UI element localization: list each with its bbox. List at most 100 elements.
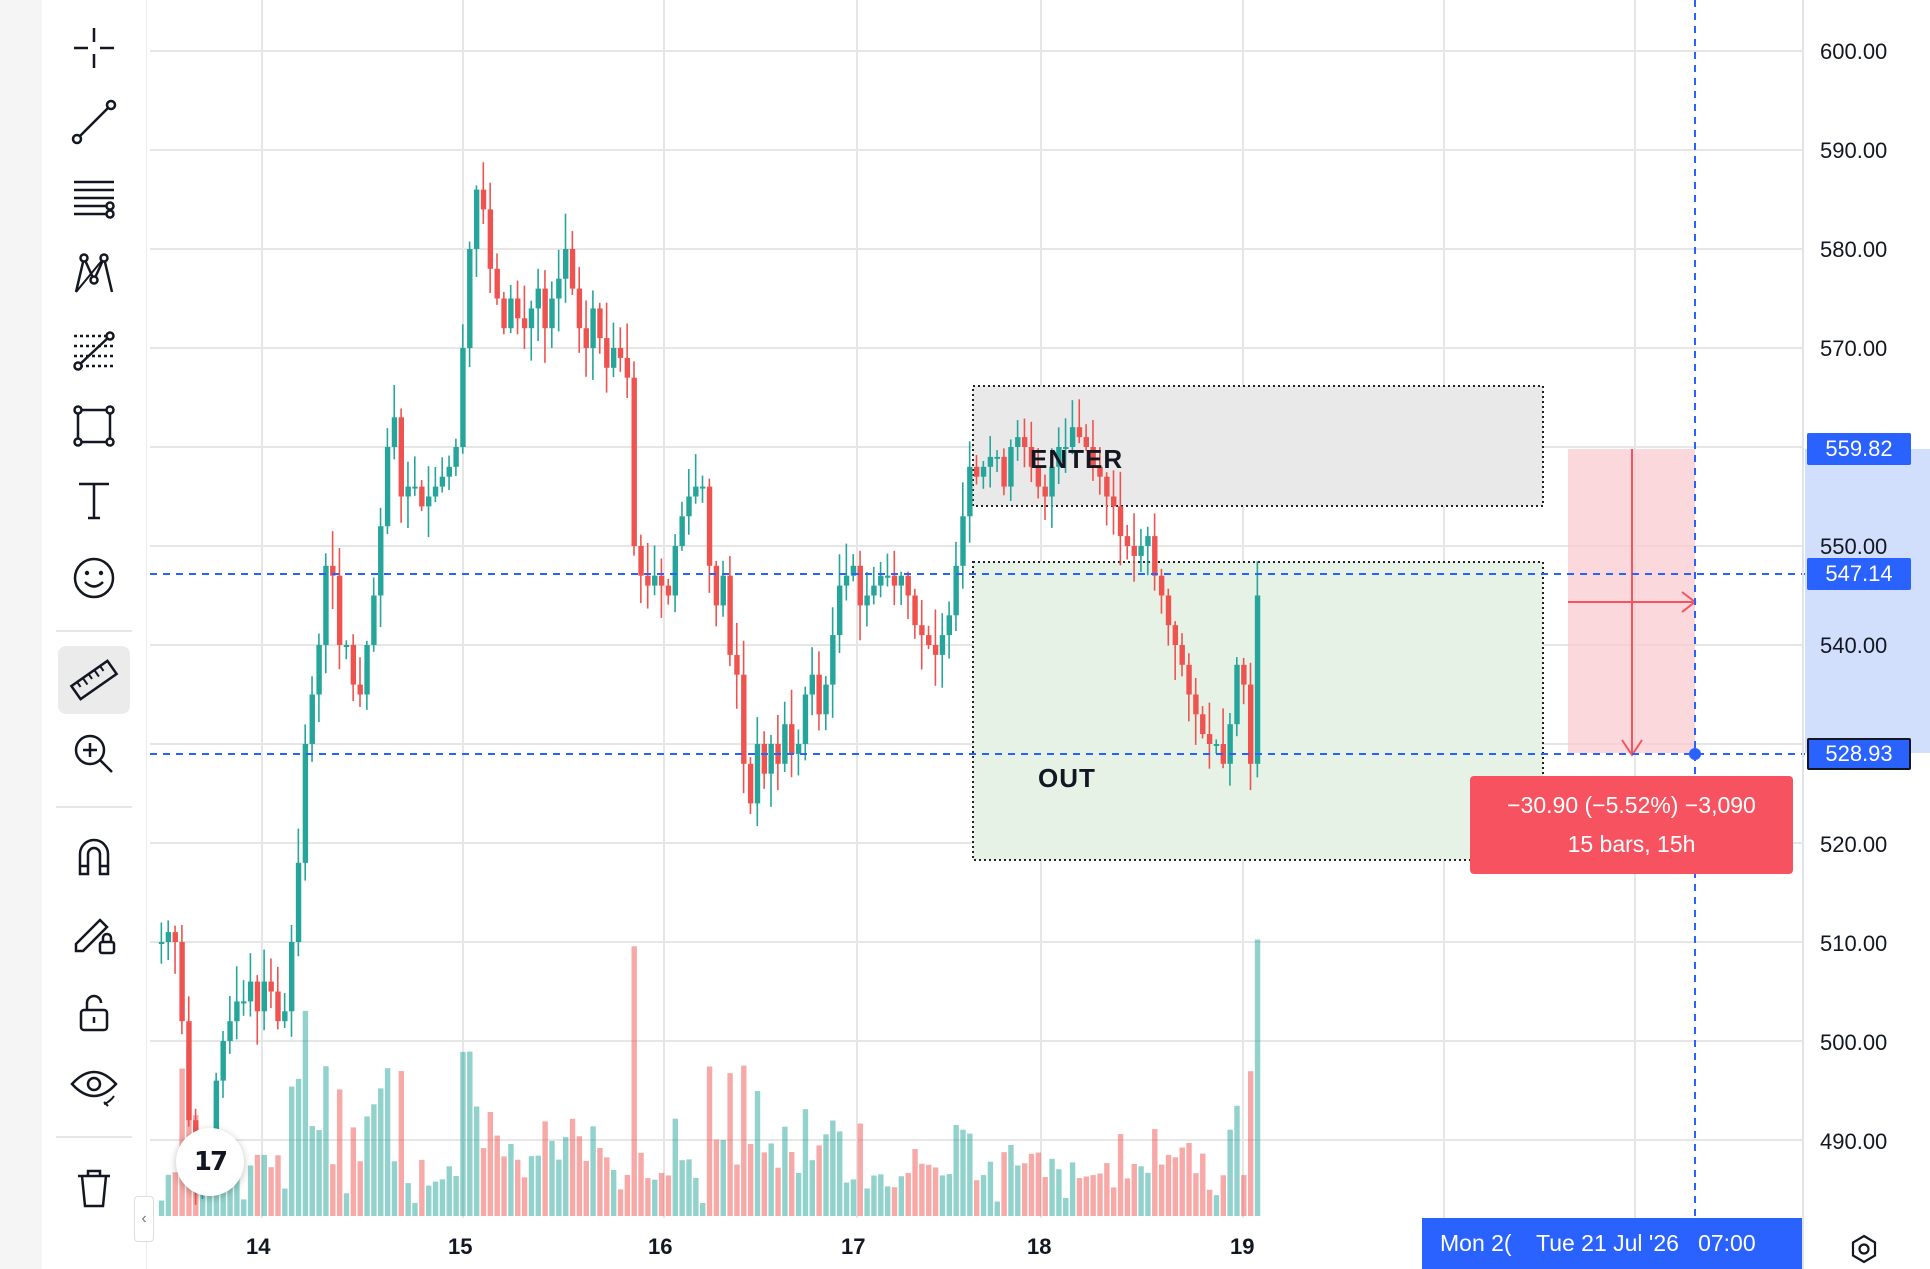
rectangle-tool[interactable] xyxy=(58,392,130,460)
volume-bar xyxy=(289,1086,295,1216)
candle-body xyxy=(713,565,720,606)
pencil-lock-tool[interactable] xyxy=(58,898,130,966)
volume-bar xyxy=(330,1164,336,1216)
candle-body xyxy=(843,575,850,586)
volume-bar xyxy=(350,1127,357,1216)
volume-bar xyxy=(1165,1154,1172,1216)
candle-body xyxy=(884,575,891,578)
crosshair-icon xyxy=(74,28,114,68)
candle-body xyxy=(165,932,172,942)
candle-body xyxy=(563,249,569,279)
volume-bar xyxy=(850,1179,857,1216)
volume-bar xyxy=(309,1126,315,1216)
candle-body xyxy=(953,565,959,616)
candle-body xyxy=(1124,536,1131,546)
candle-body xyxy=(706,486,713,566)
volume-bar xyxy=(357,1161,363,1216)
candle-body xyxy=(994,456,1000,459)
candle-body xyxy=(371,595,377,645)
volume-bar xyxy=(700,1203,706,1216)
collapse-toolbar-button[interactable]: ‹ xyxy=(134,1196,154,1242)
volume-bar xyxy=(186,1049,192,1216)
volume-bar xyxy=(843,1182,850,1216)
candle-body xyxy=(658,575,665,586)
text-tool[interactable] xyxy=(58,466,130,534)
candle-body xyxy=(501,298,507,329)
price-axis-highlight xyxy=(1805,449,1930,753)
settings-icon[interactable] xyxy=(1846,1232,1882,1268)
price-tick: 540.00 xyxy=(1820,633,1888,658)
volume-bar xyxy=(268,1167,274,1216)
candle-body xyxy=(645,575,651,586)
emoji-tool[interactable] xyxy=(58,544,130,612)
fib-retracement-tool[interactable] xyxy=(58,316,130,384)
ruler-tool[interactable] xyxy=(58,646,130,714)
candle-body xyxy=(734,654,740,675)
candle-body xyxy=(837,585,843,636)
candle-body xyxy=(1021,437,1028,447)
volume-bar xyxy=(1028,1153,1035,1216)
candle-body xyxy=(1193,694,1199,715)
magnet-tool[interactable] xyxy=(58,822,130,890)
candle-body xyxy=(926,635,932,645)
volume-bar xyxy=(1124,1178,1131,1216)
volume-bar xyxy=(610,1169,617,1216)
candle-body xyxy=(1097,466,1103,477)
eye-tool[interactable] xyxy=(58,1052,130,1120)
lock-tool[interactable] xyxy=(58,978,130,1046)
candle-body xyxy=(549,298,555,329)
candle-body xyxy=(515,298,521,319)
candle-body xyxy=(919,625,925,636)
volume-bar xyxy=(542,1121,548,1216)
volume-bar xyxy=(323,1066,329,1216)
volume-bar xyxy=(713,1139,720,1216)
volume-bar xyxy=(905,1173,911,1216)
candle-body xyxy=(1152,536,1158,576)
candle-body xyxy=(213,1080,220,1140)
toolbar-divider xyxy=(56,1136,132,1138)
candle-body xyxy=(980,466,987,477)
volume-bar xyxy=(391,1161,398,1216)
volume-bar xyxy=(604,1157,610,1216)
volume-bar xyxy=(789,1151,795,1216)
volume-bar xyxy=(254,1154,261,1216)
candle-body xyxy=(816,674,822,715)
volume-bar xyxy=(624,1174,631,1216)
volume-bar xyxy=(1015,1165,1021,1216)
volume-bar xyxy=(165,1174,172,1216)
volume-bar xyxy=(426,1185,432,1216)
candle-body xyxy=(1069,427,1076,447)
volume-bar xyxy=(432,1181,439,1216)
tradingview-logo[interactable]: 17 xyxy=(176,1128,244,1196)
volume-bar xyxy=(247,1165,254,1216)
volume-bar xyxy=(932,1167,939,1216)
candle-body xyxy=(1248,684,1254,764)
zoom-in-tool[interactable] xyxy=(58,720,130,788)
drawing-toolbar xyxy=(42,0,147,1269)
candle-body xyxy=(720,575,726,606)
volume-bar xyxy=(1179,1147,1185,1216)
candle-body xyxy=(1083,437,1089,447)
candle-body xyxy=(357,684,363,695)
candle-body xyxy=(679,516,685,546)
trend-line-tool[interactable] xyxy=(58,88,130,156)
volume-bar xyxy=(480,1148,487,1216)
candle-body xyxy=(1063,447,1069,449)
out-zone-label: OUT xyxy=(1038,763,1096,793)
candle-body xyxy=(761,744,768,774)
crosshair-tool[interactable] xyxy=(58,14,130,82)
candle-body xyxy=(364,645,370,695)
enter-zone xyxy=(972,385,1544,507)
pattern-tool[interactable] xyxy=(58,240,130,308)
volume-bar xyxy=(234,1169,240,1216)
volume-bar xyxy=(467,1051,473,1216)
volume-bar xyxy=(1241,1175,1247,1216)
volume-bar xyxy=(549,1140,555,1216)
price-tick: 520.00 xyxy=(1820,832,1888,857)
horizontal-lines-tool[interactable] xyxy=(58,162,130,230)
candle-body xyxy=(871,585,877,596)
volume-bar xyxy=(823,1134,829,1216)
volume-bar xyxy=(1001,1152,1007,1216)
delete-tool[interactable] xyxy=(58,1154,130,1222)
